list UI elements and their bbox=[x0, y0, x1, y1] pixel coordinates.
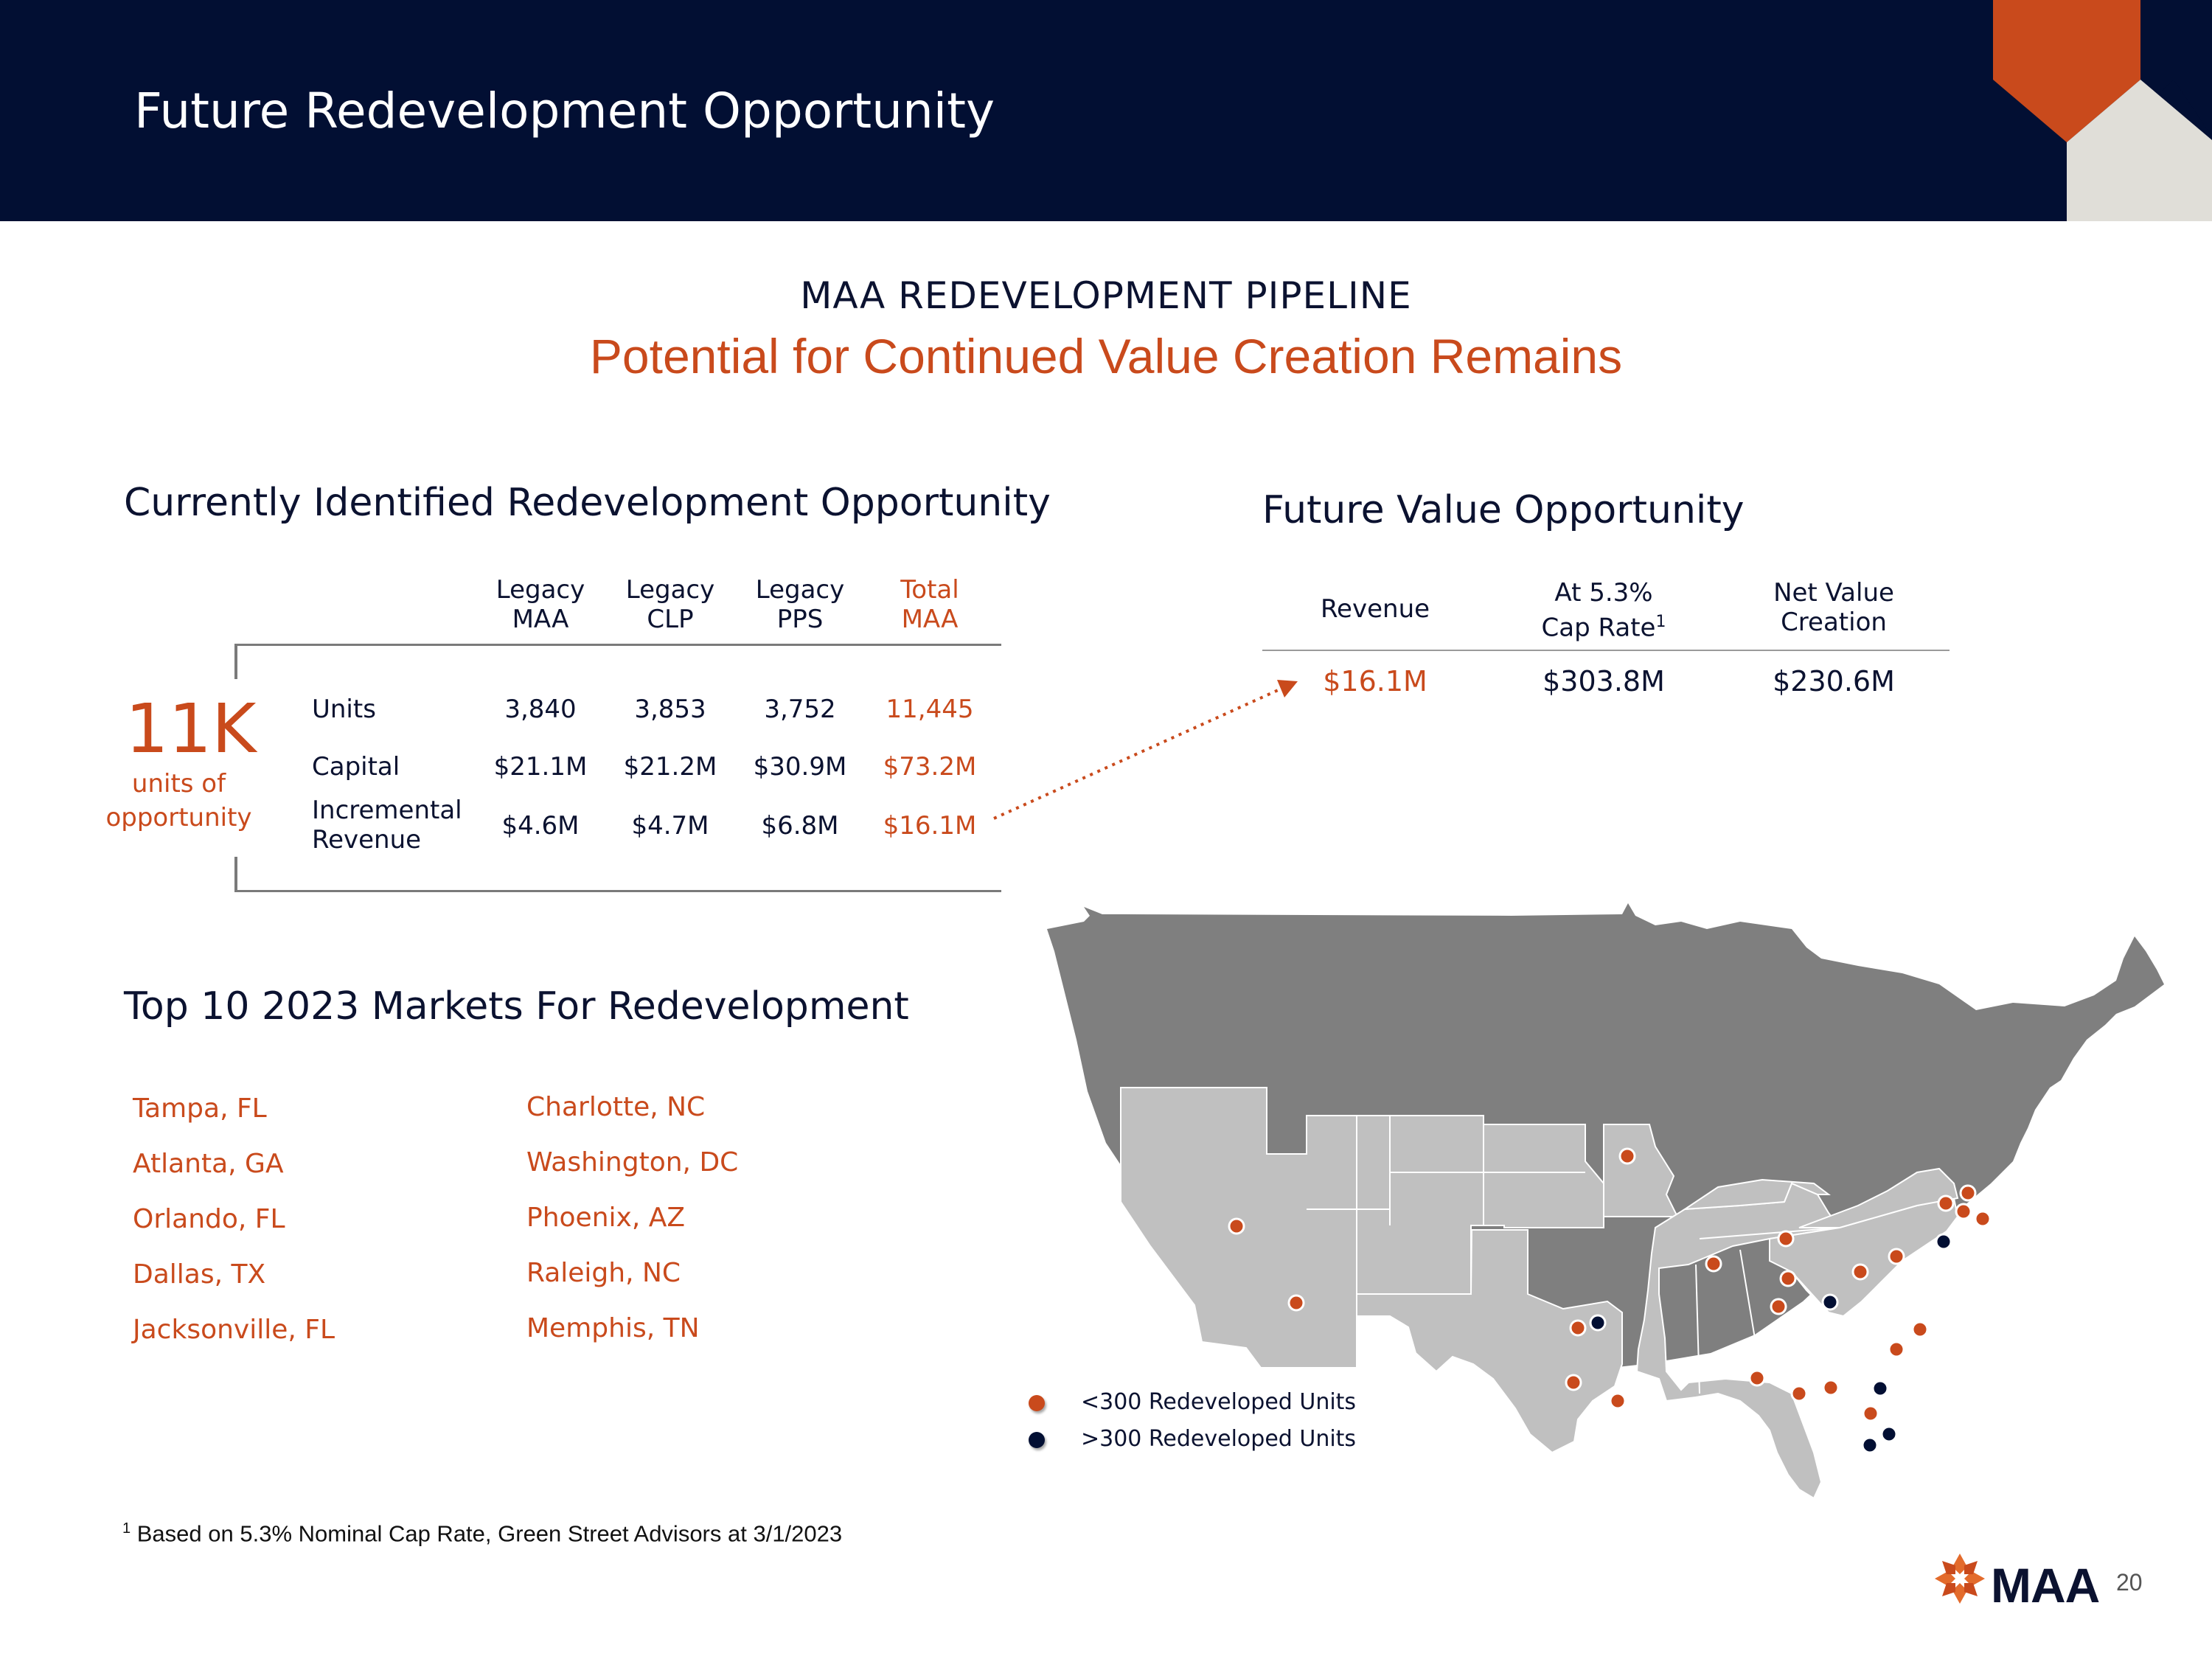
marker-large bbox=[1861, 1436, 1879, 1454]
marker-large bbox=[1821, 1293, 1839, 1311]
map-region-light-kentucky bbox=[1682, 1178, 1831, 1211]
table-bottom-rule bbox=[234, 890, 1001, 892]
marker-small bbox=[1779, 1270, 1797, 1287]
table-top-rule bbox=[234, 644, 1001, 646]
capital-legacy-clp: $21.2M bbox=[623, 752, 717, 782]
market-item: Memphis, TN bbox=[526, 1313, 700, 1343]
revenue-legacy-pps: $6.8M bbox=[761, 811, 839, 841]
fv-col-net-value: Net Value Creation bbox=[1773, 578, 1894, 637]
maa-logo-icon bbox=[1935, 1554, 1985, 1604]
marker-small bbox=[1748, 1369, 1766, 1387]
map-region-light-texas bbox=[1356, 1229, 1623, 1454]
corner-logo-mark bbox=[1993, 0, 2212, 221]
bracket-top bbox=[234, 644, 237, 679]
marker-small bbox=[1911, 1321, 1929, 1338]
col-header-legacy-pps: Legacy PPS bbox=[755, 575, 845, 634]
dotted-arrow-connector bbox=[993, 680, 1298, 820]
corner-accent-graphic bbox=[2140, 0, 2212, 136]
map-region-light-missouri bbox=[1603, 1124, 1679, 1217]
marker-small bbox=[1937, 1194, 1955, 1212]
capital-legacy-maa: $21.1M bbox=[493, 752, 588, 782]
marker-large bbox=[1871, 1380, 1889, 1397]
us-map bbox=[1047, 903, 2164, 1500]
market-item: Tampa, FL bbox=[133, 1093, 267, 1124]
units-legacy-maa: 3,840 bbox=[504, 695, 577, 724]
footnote: 1 Based on 5.3% Nominal Cap Rate, Green … bbox=[122, 1520, 843, 1547]
revenue-total-maa: $16.1M bbox=[883, 811, 977, 841]
page-number: 20 bbox=[2116, 1569, 2143, 1596]
marker-small bbox=[1569, 1319, 1587, 1337]
legend-large-units: >300 Redeveloped Units bbox=[1081, 1426, 1357, 1452]
marker-small bbox=[1770, 1298, 1787, 1315]
col-header-legacy-clp: Legacy CLP bbox=[625, 575, 715, 634]
capital-legacy-pps: $30.9M bbox=[753, 752, 847, 782]
legend-small-units: <300 Redeveloped Units bbox=[1081, 1389, 1357, 1415]
page-title: Future Redevelopment Opportunity bbox=[134, 83, 995, 139]
marker-small bbox=[1705, 1255, 1722, 1273]
units-of-opportunity-value: 11K bbox=[125, 689, 257, 768]
section-kicker: MAA REDEVELOPMENT PIPELINE bbox=[800, 274, 1412, 317]
identified-title: Currently Identified Redevelopment Oppor… bbox=[124, 481, 1051, 525]
bracket-bottom bbox=[234, 857, 237, 892]
marker-large bbox=[1880, 1425, 1898, 1443]
marker-small bbox=[1955, 1203, 1972, 1220]
marker-small bbox=[1974, 1210, 1992, 1228]
headline: Potential for Continued Value Creation R… bbox=[589, 329, 1623, 383]
marker-small bbox=[1618, 1147, 1636, 1165]
marker-large bbox=[1589, 1314, 1607, 1332]
col-header-total-maa: Total MAA bbox=[900, 575, 959, 634]
units-total-maa: 11,445 bbox=[886, 695, 974, 724]
units-legacy-clp: 3,853 bbox=[634, 695, 706, 724]
market-item: Orlando, FL bbox=[133, 1204, 285, 1234]
units-of-opportunity-label: units of opportunity bbox=[105, 769, 252, 832]
maa-logo-text: MAA bbox=[1991, 1558, 2100, 1613]
legend-dot-small bbox=[1029, 1395, 1045, 1411]
marker-small bbox=[1862, 1405, 1879, 1422]
markets-title: Top 10 2023 Markets For Redevelopment bbox=[124, 984, 909, 1029]
marker-small bbox=[1565, 1374, 1582, 1391]
marker-small bbox=[1777, 1230, 1795, 1248]
marker-small bbox=[1851, 1263, 1869, 1281]
marker-small bbox=[1609, 1392, 1627, 1410]
map-markers-small bbox=[1228, 1147, 1992, 1422]
fv-col-at-cap-rate: At 5.3% Cap Rate1 bbox=[1541, 578, 1666, 643]
legend-dot-large bbox=[1029, 1432, 1045, 1448]
revenue-legacy-clp: $4.7M bbox=[631, 811, 709, 841]
marker-small bbox=[1228, 1217, 1245, 1235]
units-legacy-pps: 3,752 bbox=[764, 695, 836, 724]
market-item: Dallas, TX bbox=[133, 1259, 266, 1290]
fv-cap-rate-value: $303.8M bbox=[1543, 665, 1665, 698]
market-item: Charlotte, NC bbox=[526, 1092, 706, 1122]
marker-large bbox=[1935, 1233, 1952, 1251]
header-bar: Future Redevelopment Opportunity bbox=[0, 0, 2212, 221]
row-label-units: Units bbox=[312, 695, 376, 724]
map-markers-large bbox=[1589, 1233, 1952, 1454]
row-label-capital: Capital bbox=[312, 752, 400, 782]
market-item: Phoenix, AZ bbox=[526, 1203, 685, 1233]
market-item: Atlanta, GA bbox=[133, 1149, 284, 1179]
market-item: Raleigh, NC bbox=[526, 1258, 681, 1288]
future-value-title: Future Value Opportunity bbox=[1262, 488, 1745, 532]
fv-revenue-value: $16.1M bbox=[1323, 665, 1427, 698]
fv-rule bbox=[1262, 650, 1950, 651]
fv-col-revenue: Revenue bbox=[1320, 594, 1430, 624]
marker-small bbox=[1287, 1294, 1305, 1312]
capital-total-maa: $73.2M bbox=[883, 752, 977, 782]
market-item: Jacksonville, FL bbox=[133, 1315, 335, 1345]
col-header-legacy-maa: Legacy MAA bbox=[495, 575, 585, 634]
row-label-incremental-revenue: Incremental Revenue bbox=[312, 796, 462, 855]
marker-small bbox=[1888, 1248, 1905, 1265]
marker-small bbox=[1790, 1385, 1808, 1402]
marker-small bbox=[1959, 1184, 1977, 1202]
marker-small bbox=[1822, 1379, 1840, 1397]
fv-net-value-value: $230.6M bbox=[1773, 665, 1895, 698]
market-item: Washington, DC bbox=[526, 1147, 739, 1178]
marker-small bbox=[1888, 1340, 1905, 1358]
map-region-light-virginia bbox=[1798, 1167, 1959, 1228]
revenue-legacy-maa: $4.6M bbox=[501, 811, 580, 841]
